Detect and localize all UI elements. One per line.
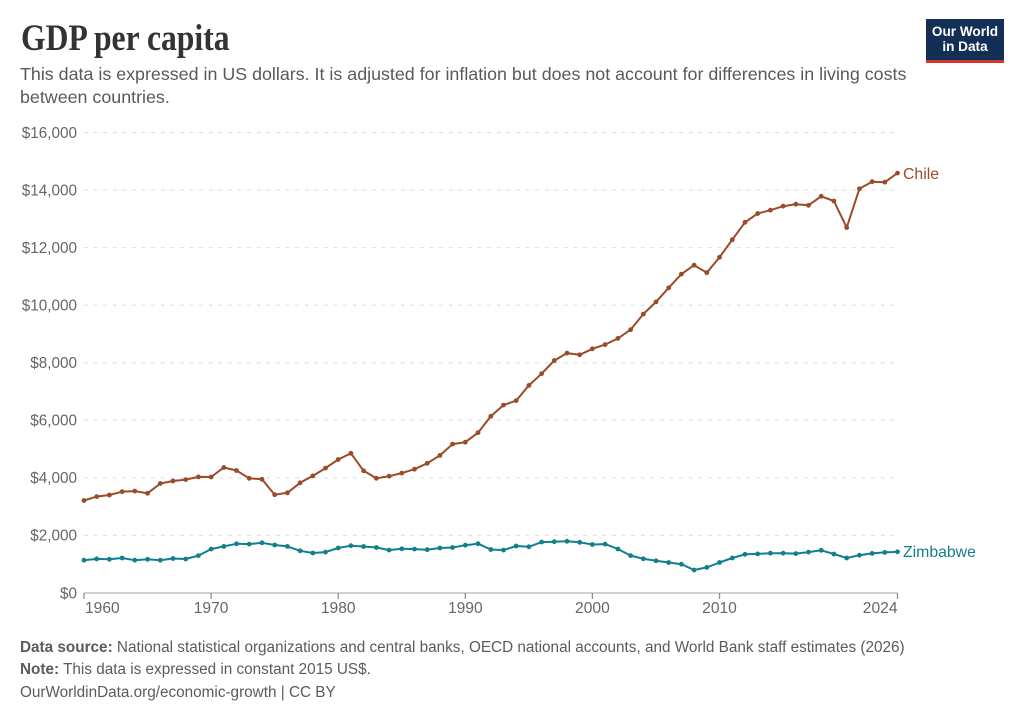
svg-text:1990: 1990 [448,600,483,617]
svg-text:1960: 1960 [85,600,120,617]
svg-text:$16,000: $16,000 [22,125,77,142]
svg-text:$4,000: $4,000 [30,470,77,487]
svg-text:1980: 1980 [321,600,356,617]
svg-text:$8,000: $8,000 [30,355,77,372]
svg-text:$12,000: $12,000 [22,240,77,257]
svg-text:Chile: Chile [903,166,939,183]
svg-text:Zimbabwe: Zimbabwe [903,544,976,561]
svg-text:2010: 2010 [702,600,737,617]
svg-text:$6,000: $6,000 [30,413,77,430]
svg-text:2000: 2000 [575,600,610,617]
svg-text:$2,000: $2,000 [30,528,77,545]
svg-text:$14,000: $14,000 [22,182,77,199]
svg-text:1970: 1970 [194,600,229,617]
svg-text:$10,000: $10,000 [22,298,77,315]
svg-text:$0: $0 [60,585,77,602]
svg-text:2024: 2024 [863,600,898,617]
